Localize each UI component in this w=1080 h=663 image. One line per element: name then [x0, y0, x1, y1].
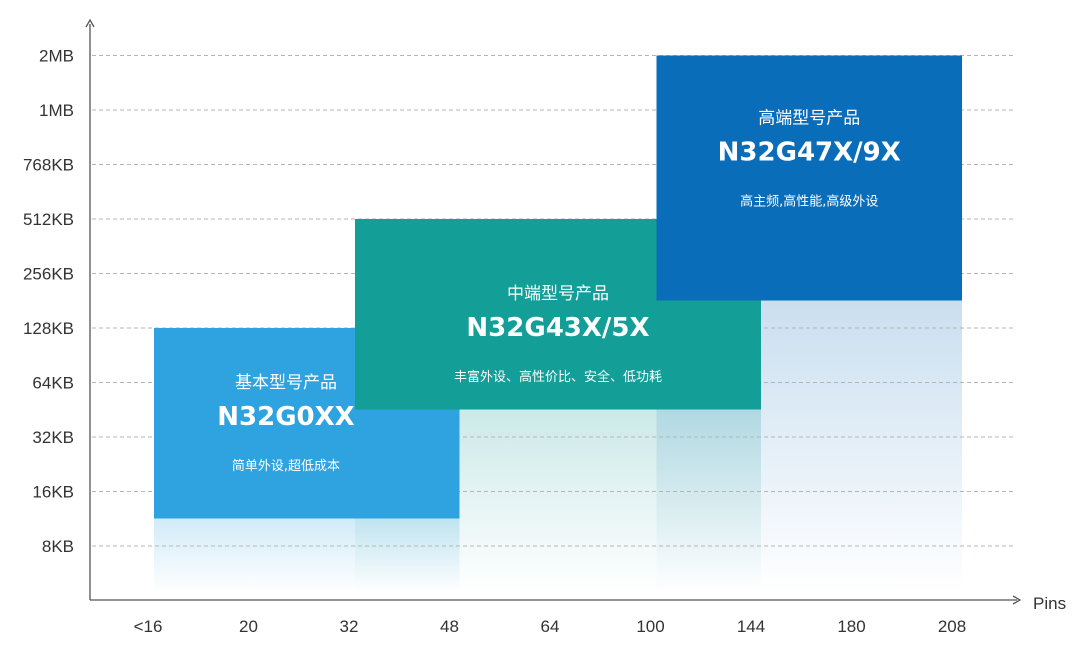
x-tick-label: 32	[340, 617, 359, 636]
y-tick-label: 768KB	[23, 156, 74, 175]
product-description: 丰富外设、高性价比、安全、低功耗	[454, 369, 662, 385]
x-tick-label: 64	[541, 617, 560, 636]
y-tick-label: 512KB	[23, 210, 74, 229]
x-axis-label: Pins	[1033, 594, 1066, 613]
product-category-label: 高端型号产品	[758, 109, 860, 129]
product-description: 高主频,高性能,高级外设	[740, 194, 878, 210]
y-tick-label: 1MB	[39, 101, 74, 120]
y-axis-ticks: 8KB 16KB 32KB 64KB 128KB 256KB 512KB 768KB 1MB 2M…	[23, 47, 74, 557]
x-tick-label: 180	[837, 617, 865, 636]
x-tick-label: 208	[938, 617, 966, 636]
y-tick-label: 2MB	[39, 47, 74, 66]
product-category-label: 中端型号产品	[507, 284, 609, 304]
product-model-name: N32G43X/5X	[466, 313, 649, 343]
x-tick-label: 20	[239, 617, 258, 636]
x-tick-label: 100	[636, 617, 664, 636]
y-tick-label: 256KB	[23, 265, 74, 284]
product-description: 简单外设,超低成本	[232, 458, 340, 474]
product-boxes: 基本型号产品 N32G0XX 简单外设,超低成本 中端型号产品 N32G43X/5X 丰富…	[154, 55, 962, 519]
y-tick-label: 8KB	[42, 537, 74, 556]
x-tick-label: 48	[440, 617, 459, 636]
product-model-name: N32G0XX	[217, 402, 354, 432]
product-category-label: 基本型号产品	[235, 373, 337, 393]
y-axis-arrow	[85, 18, 95, 28]
product-box-rect	[656, 55, 962, 301]
y-tick-label: 32KB	[32, 428, 74, 447]
product-box: 高端型号产品 N32G47X/9X 高主频,高性能,高级外设	[656, 55, 962, 301]
y-tick-label: 64KB	[32, 374, 74, 393]
product-model-name: N32G47X/9X	[718, 138, 901, 168]
y-tick-label: 16KB	[32, 483, 74, 502]
y-tick-label: 128KB	[23, 319, 74, 338]
x-axis-ticks: <16 20 32 48 64 100 144 180 208	[134, 617, 967, 636]
x-tick-label: <16	[134, 617, 163, 636]
x-tick-label: 144	[737, 617, 765, 636]
x-axis-arrow	[1012, 595, 1022, 605]
